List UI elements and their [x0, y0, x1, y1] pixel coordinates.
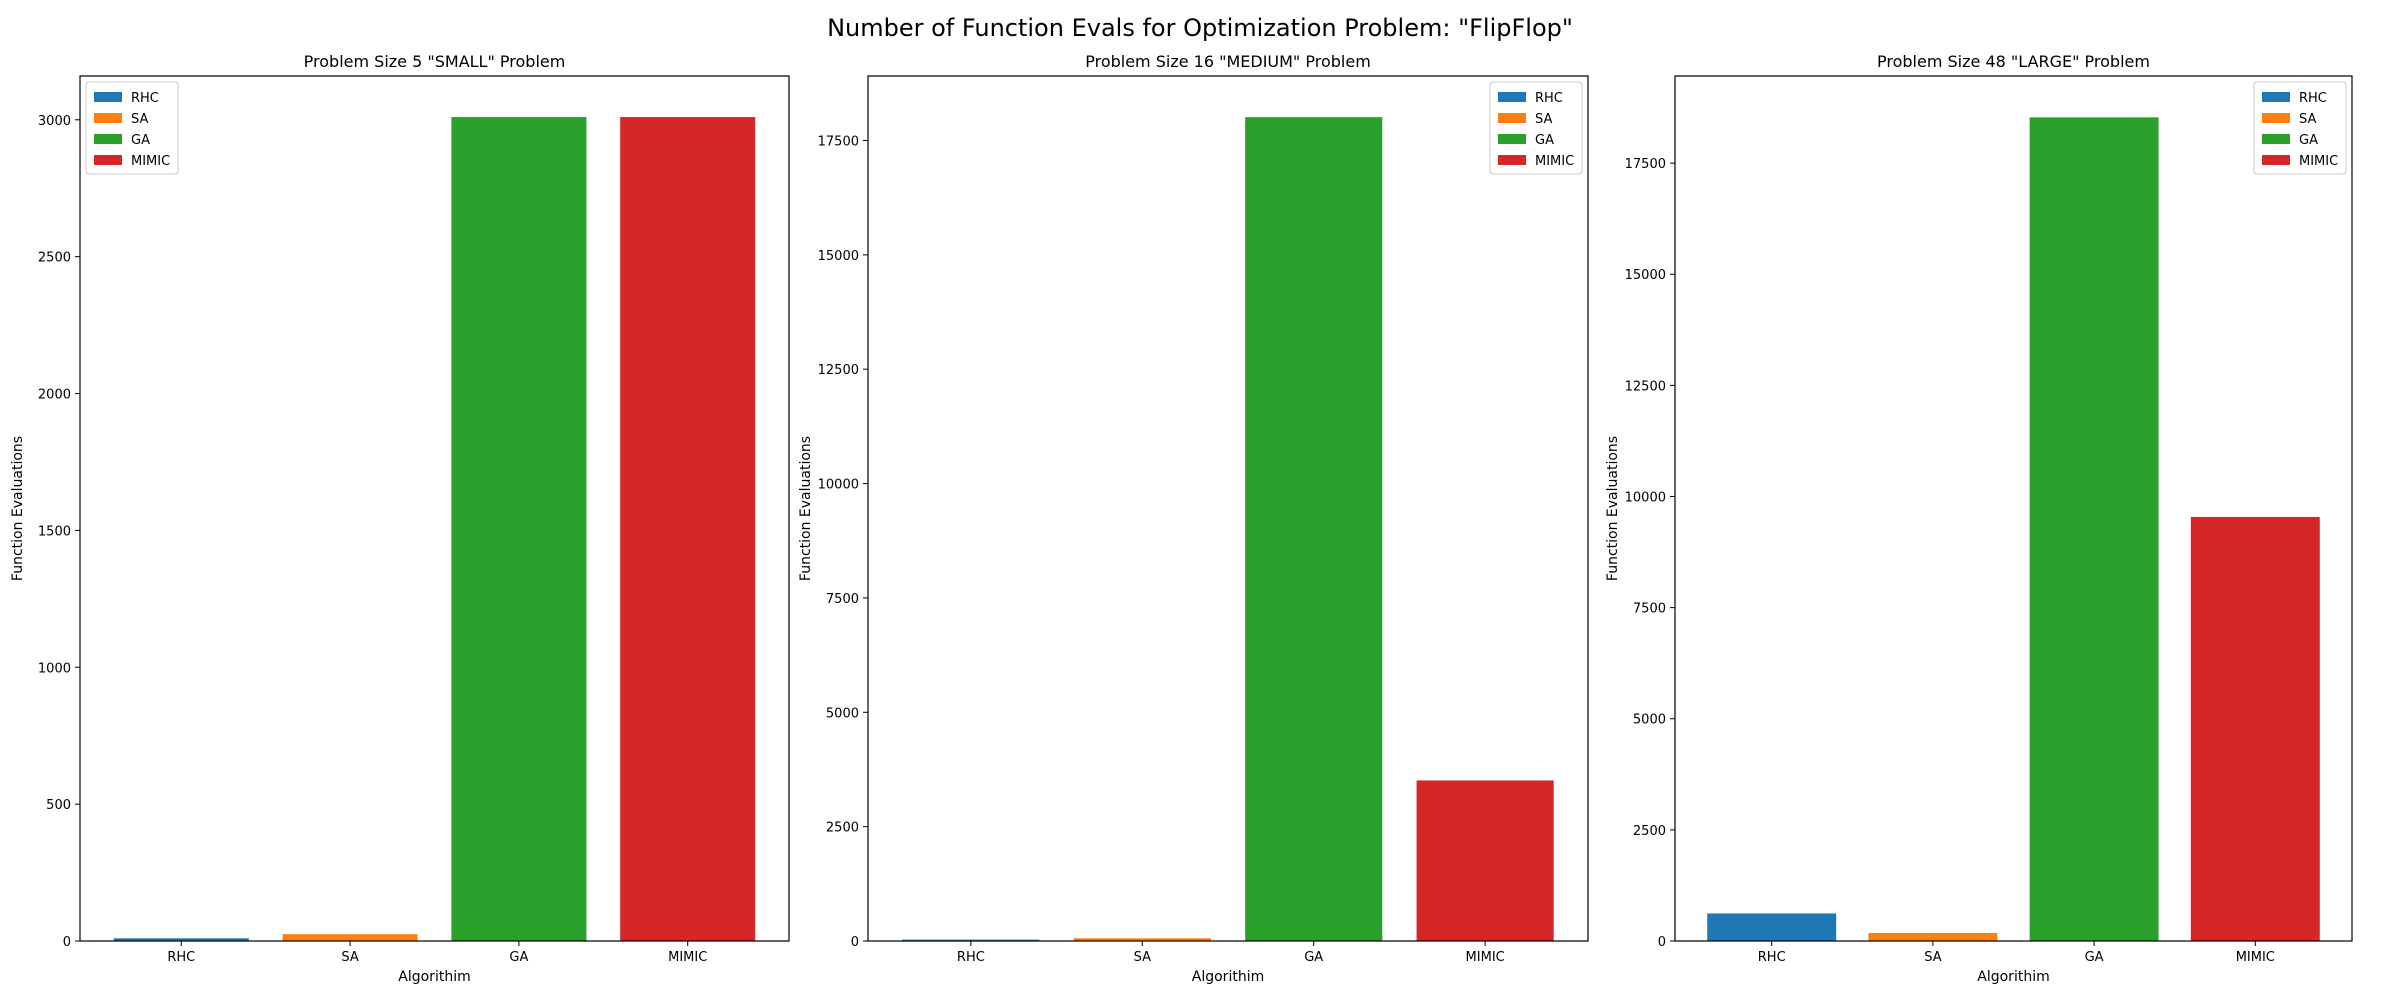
y-tick-label: 0	[1658, 935, 1666, 950]
y-tick-label: 2500	[1633, 824, 1666, 839]
y-axis-label: Function Evaluations	[798, 436, 814, 581]
y-tick-label: 0	[851, 935, 859, 950]
bar-mimic	[620, 117, 756, 942]
bar-sa	[282, 934, 418, 941]
plot-frame	[79, 75, 790, 942]
legend-swatch-rhc	[94, 92, 122, 102]
y-tick-label: 17500	[818, 134, 859, 149]
y-tick-label: 1000	[38, 661, 71, 676]
y-tick-label: 15000	[818, 249, 859, 264]
x-axis-label: Algorithim	[1192, 969, 1264, 985]
bar-sa	[1073, 938, 1211, 941]
legend-box	[1489, 81, 1583, 175]
legend-label-sa: SA	[131, 112, 148, 127]
bar-mimic	[2190, 516, 2320, 941]
y-tick-label: 1500	[38, 524, 71, 539]
legend: RHC SA GA MIMIC	[85, 81, 179, 175]
chart-panel-1: Problem Size 5 "SMALL" Problem 0 500 1000 15…	[10, 52, 790, 985]
x-tick-label: RHC	[1758, 950, 1786, 965]
y-tick-label: 5000	[826, 706, 859, 721]
legend-label-mimic: MIMIC	[131, 154, 170, 169]
legend-label-mimic: MIMIC	[2299, 154, 2338, 169]
legend: RHC SA GA MIMIC	[1489, 81, 1583, 175]
legend-label-sa: SA	[1535, 112, 1552, 127]
y-tick-label: 15000	[1625, 268, 1666, 283]
chart-panel-3: Problem Size 48 "LARGE" Problem 0 2500 5000…	[1605, 52, 2353, 985]
y-tick-label: 12500	[1625, 379, 1666, 394]
legend: RHC SA GA MIMIC	[2253, 81, 2347, 175]
chart-title: Problem Size 5 "SMALL" Problem	[304, 52, 566, 71]
plot-frame	[1674, 75, 2353, 942]
x-axis-label: Algorithim	[1977, 969, 2049, 985]
legend-label-sa: SA	[2299, 112, 2316, 127]
bar-sa	[1868, 932, 1998, 941]
legend-swatch-mimic	[94, 155, 122, 165]
y-tick-label: 2500	[826, 821, 859, 836]
bar-ga	[451, 117, 587, 942]
y-axis-label: Function Evaluations	[10, 436, 26, 581]
legend-label-ga: GA	[131, 133, 150, 148]
x-tick-label: SA	[341, 950, 358, 965]
legend-label-ga: GA	[2299, 133, 2318, 148]
y-tick-label: 0	[63, 935, 71, 950]
legend-label-mimic: MIMIC	[1535, 154, 1574, 169]
x-axis-label: Algorithim	[398, 969, 470, 985]
y-tick-label: 2000	[38, 388, 71, 403]
legend-box	[2253, 81, 2347, 175]
legend-swatch-rhc	[1498, 92, 1526, 102]
bar-rhc	[1707, 913, 1837, 941]
legend-swatch-ga	[94, 134, 122, 144]
bar-ga	[1245, 117, 1383, 941]
x-tick-label: SA	[1134, 950, 1151, 965]
y-tick-label: 12500	[818, 363, 859, 378]
figure-title: Number of Function Evals for Optimizatio…	[827, 14, 1573, 42]
legend-swatch-sa	[2262, 113, 2290, 123]
legend-swatch-mimic	[1498, 155, 1526, 165]
x-tick-label: MIMIC	[2236, 950, 2275, 965]
legend-label-ga: GA	[1535, 133, 1554, 148]
legend-swatch-rhc	[2262, 92, 2290, 102]
y-tick-label: 10000	[818, 478, 859, 493]
y-tick-label: 500	[46, 798, 71, 813]
y-tick-label: 2500	[38, 251, 71, 266]
bar-rhc	[113, 938, 249, 941]
bar-rhc	[902, 939, 1040, 941]
y-axis-label: Function Evaluations	[1605, 436, 1621, 581]
plot-frame	[867, 75, 1589, 942]
y-tick-label: 10000	[1625, 490, 1666, 505]
legend-swatch-mimic	[2262, 155, 2290, 165]
y-tick-label: 7500	[1633, 602, 1666, 617]
x-tick-label: MIMIC	[668, 950, 707, 965]
legend-label-rhc: RHC	[2299, 91, 2327, 106]
x-tick-label: MIMIC	[1466, 950, 1505, 965]
bar-ga	[2029, 117, 2159, 942]
x-tick-label: RHC	[167, 950, 195, 965]
x-tick-label: GA	[509, 950, 528, 965]
legend-swatch-sa	[1498, 113, 1526, 123]
legend-label-rhc: RHC	[1535, 91, 1563, 106]
y-tick-label: 3000	[38, 114, 71, 129]
x-tick-label: RHC	[957, 950, 985, 965]
bar-mimic	[1416, 780, 1554, 941]
legend-swatch-sa	[94, 113, 122, 123]
y-tick-label: 5000	[1633, 713, 1666, 728]
y-tick-label: 17500	[1625, 157, 1666, 172]
legend-box	[85, 81, 179, 175]
chart-panel-2: Problem Size 16 "MEDIUM" Problem 0 2500 500…	[798, 52, 1589, 985]
legend-swatch-ga	[2262, 134, 2290, 144]
x-tick-label: SA	[1924, 950, 1941, 965]
y-tick-label: 7500	[826, 592, 859, 607]
chart-title: Problem Size 16 "MEDIUM" Problem	[1085, 52, 1371, 71]
legend-label-rhc: RHC	[131, 91, 159, 106]
x-tick-label: GA	[2085, 950, 2104, 965]
x-tick-label: GA	[1304, 950, 1323, 965]
legend-swatch-ga	[1498, 134, 1526, 144]
chart-title: Problem Size 48 "LARGE" Problem	[1877, 52, 2150, 71]
